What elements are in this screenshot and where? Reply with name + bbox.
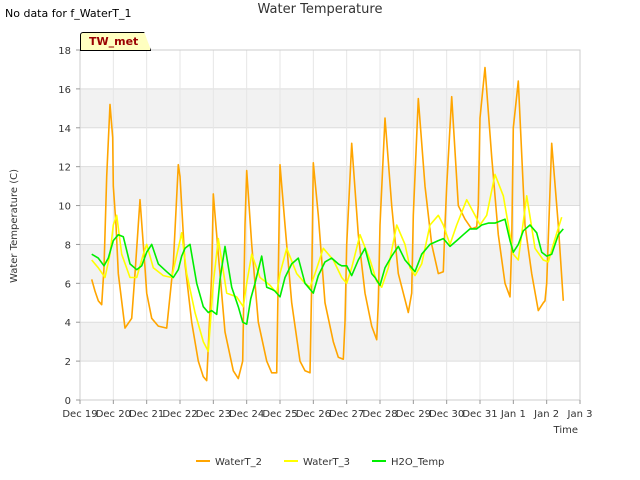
x-tick-label: Dec 26 (296, 409, 331, 420)
y-tick-label: 2 (65, 357, 71, 368)
y-tick-label: 10 (58, 202, 71, 213)
x-tick-label: Dec 29 (396, 409, 431, 420)
chart-title: Water Temperature (257, 2, 383, 17)
x-tick-label: Jan 1 (500, 409, 526, 420)
y-tick-label: 18 (58, 46, 71, 57)
legend-item-h2o-temp: H2O_Temp (372, 457, 444, 468)
station-badge: TW_met (80, 32, 152, 51)
plot-background (80, 50, 580, 400)
series-line-watert-2 (90, 66, 565, 382)
legend-label: H2O_Temp (391, 457, 444, 468)
x-tick-label: Dec 22 (162, 409, 197, 420)
x-tick-label: Dec 23 (196, 409, 231, 420)
series-line-watert-3 (91, 173, 563, 353)
x-axis-label: Time (553, 425, 578, 436)
y-axis-label: Water Temperature (C) (9, 169, 20, 283)
legend-item-watert-2: WaterT_2 (196, 457, 262, 468)
plot-border (79, 49, 581, 401)
y-tick-label: 14 (58, 124, 71, 135)
y-tick-label: 8 (65, 240, 71, 251)
y-tick-label: 4 (65, 318, 71, 329)
series-line-h2o-temp (91, 218, 564, 325)
legend: WaterT_2 WaterT_3 H2O_Temp (196, 457, 444, 468)
y-tick-label: 12 (58, 163, 71, 174)
grid-band (80, 88, 580, 128)
axes (76, 49, 581, 404)
legend-label: WaterT_3 (303, 457, 350, 468)
grid-band (80, 166, 580, 206)
x-tick-label: Dec 20 (96, 409, 131, 420)
x-tick-label: Dec 28 (362, 409, 397, 420)
x-tick-label: Dec 24 (229, 409, 264, 420)
x-tick-label: Dec 19 (62, 409, 97, 420)
x-tick-label: Dec 25 (262, 409, 297, 420)
legend-label: WaterT_2 (215, 457, 262, 468)
x-tick-label: Jan 3 (567, 409, 593, 420)
x-tick-label: Jan 2 (533, 409, 559, 420)
x-tick-label: Dec 21 (129, 409, 164, 420)
y-tick-label: 0 (65, 396, 71, 407)
x-tick-label: Dec 30 (429, 409, 464, 420)
grid-band (80, 244, 580, 284)
x-tick-label: Dec 31 (462, 409, 497, 420)
no-data-notice: No data for f_WaterT_1 (5, 7, 132, 20)
x-tick-label: Dec 27 (329, 409, 364, 420)
y-tick-label: 16 (58, 85, 71, 96)
legend-item-watert-3: WaterT_3 (284, 457, 350, 468)
y-tick-label: 6 (65, 279, 71, 290)
series-layer (90, 66, 565, 382)
